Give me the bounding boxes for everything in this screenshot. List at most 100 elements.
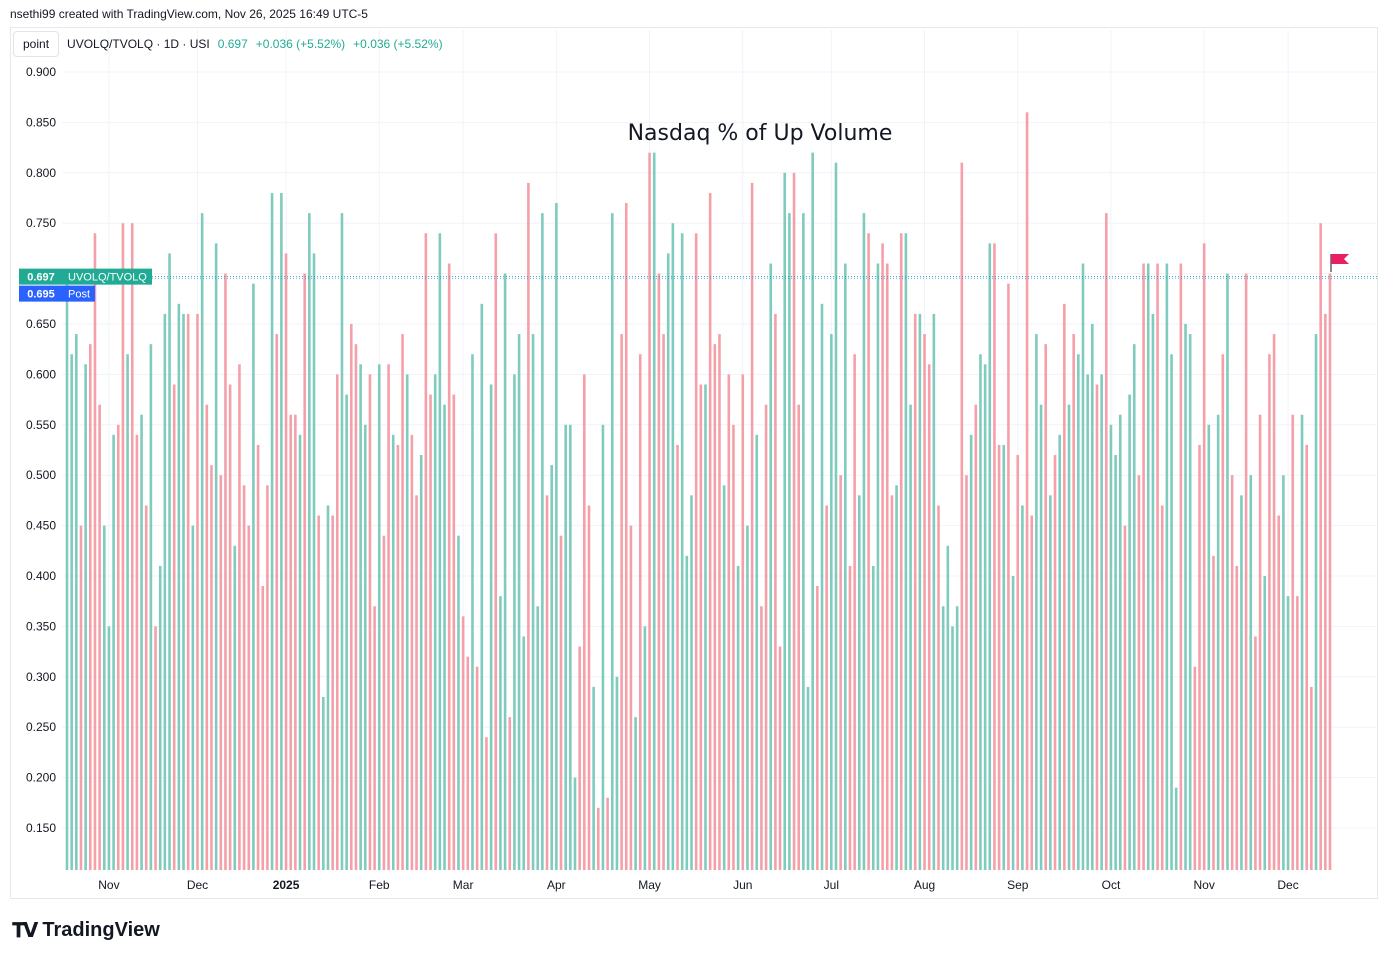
bar (1240, 495, 1243, 870)
tradingview-logo-icon: 𝐓𝗩 (12, 920, 38, 942)
chart-legend: point UVOLQ/TVOLQ · 1D · USI 0.697 +0.03… (13, 31, 443, 57)
bar (214, 243, 218, 871)
y-tick-label: 0.250 (26, 720, 56, 734)
bar (494, 233, 498, 870)
bar (583, 374, 586, 870)
bar (699, 384, 703, 870)
bar (503, 273, 507, 871)
bar (783, 172, 787, 871)
bar (1198, 444, 1201, 870)
bar (993, 243, 996, 871)
bar (1179, 263, 1183, 870)
bar (475, 666, 479, 870)
bar (79, 525, 83, 870)
bar (93, 233, 97, 870)
bar (746, 525, 749, 870)
post-tag-value: 0.695 (27, 289, 55, 301)
bar (1254, 636, 1257, 870)
bar (266, 485, 269, 870)
y-tick-label: 0.650 (26, 317, 56, 331)
tradingview-brand[interactable]: 𝐓𝗩 TradingView (12, 918, 160, 943)
y-tick-label: 0.550 (26, 418, 56, 432)
bar (438, 233, 442, 870)
bar (1244, 273, 1248, 871)
bar (820, 303, 824, 871)
bar (951, 626, 954, 870)
bar (979, 354, 982, 870)
bar (387, 364, 390, 870)
point-button[interactable]: point (13, 31, 60, 57)
bar (541, 213, 544, 870)
bar (527, 182, 530, 870)
bar (210, 465, 213, 870)
bar (256, 444, 260, 870)
bar (736, 565, 740, 870)
bar (270, 192, 274, 870)
bar (303, 273, 306, 871)
bar (294, 414, 297, 870)
bar (848, 565, 852, 870)
bar (662, 334, 665, 871)
bar (275, 334, 279, 871)
bar (433, 374, 437, 870)
bar (932, 313, 936, 870)
bar (690, 495, 693, 870)
bar (587, 505, 591, 870)
bar (429, 394, 432, 870)
overlay: Nasdaq % of Up Volume 0.697 UVOLQ/TVOLQ 0.6… (19, 121, 1377, 302)
bar (410, 434, 414, 870)
bar (284, 253, 288, 870)
bar (1011, 576, 1015, 870)
bar (764, 404, 768, 870)
x-axis: Nov Dec 2025 Feb Mar Apr May Jun Jul Aug Sep Oct Nov… (98, 878, 1298, 892)
bar (1035, 334, 1038, 871)
bar (569, 424, 572, 870)
bar (135, 434, 139, 870)
bar (205, 404, 209, 870)
bar (1091, 324, 1094, 870)
bar (489, 384, 493, 870)
bar (499, 596, 502, 870)
chart-frame (10, 27, 1378, 899)
y-tick-label: 0.500 (26, 468, 56, 482)
bar (816, 586, 819, 870)
bar (452, 394, 456, 870)
last-value: 0.697 (217, 37, 248, 51)
bar (550, 465, 553, 870)
bar (405, 374, 409, 870)
bar (84, 364, 87, 870)
bar (610, 213, 614, 870)
bar (1170, 354, 1173, 870)
bar (624, 203, 628, 871)
price-tag-name: UVOLQ/TVOLQ (68, 272, 147, 284)
symbol-label[interactable]: UVOLQ/TVOLQ · 1D · USI (67, 37, 210, 51)
bar (652, 152, 656, 870)
bar (788, 213, 791, 870)
bar (368, 374, 372, 870)
bar (172, 384, 176, 870)
bar (247, 525, 251, 870)
bar (643, 626, 647, 870)
bar (1151, 313, 1155, 870)
bar (1193, 666, 1197, 870)
bar (573, 777, 577, 870)
bar (1226, 273, 1229, 871)
bar (1104, 213, 1108, 870)
y-axis: 0.9000.8500.8000.7500.7000.6500.6000.550… (26, 65, 56, 835)
bar (1216, 414, 1220, 870)
change-value-2: +0.036 (+5.52%) (353, 37, 443, 51)
bar (149, 344, 153, 870)
price-tag-value: 0.697 (27, 272, 55, 284)
bar (1202, 243, 1206, 871)
change-value: +0.036 (+5.52%) (255, 37, 346, 51)
chart-credit: nsethi99 created with TradingView.com, N… (10, 7, 368, 21)
bar (937, 505, 940, 870)
bar (988, 243, 992, 871)
chart-title: Nasdaq % of Up Volume (628, 121, 893, 146)
bar (1132, 344, 1136, 870)
bar (238, 364, 241, 870)
bar (857, 495, 861, 870)
x-tick-label: Jun (733, 878, 752, 892)
bar (885, 263, 889, 870)
